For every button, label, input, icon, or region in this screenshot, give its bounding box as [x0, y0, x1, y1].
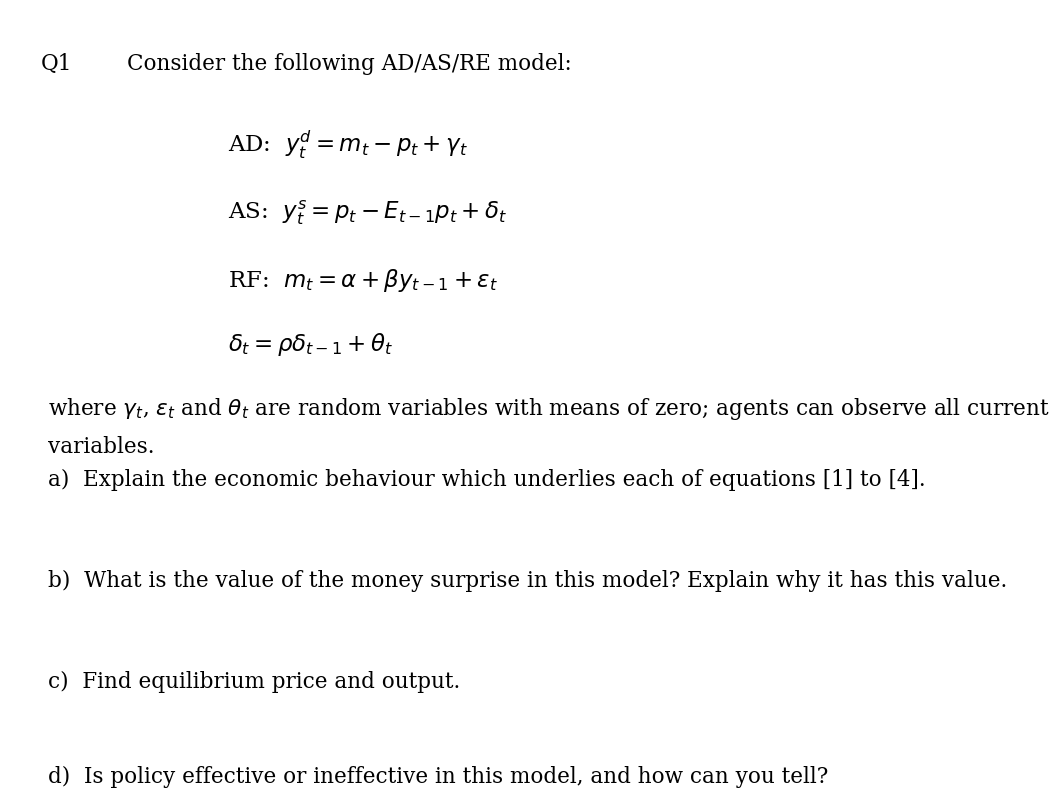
Text: Q1: Q1	[40, 53, 72, 74]
Text: d)  Is policy effective or ineffective in this model, and how can you tell?: d) Is policy effective or ineffective in…	[48, 766, 828, 788]
Text: RF:  $m_t = \alpha + \beta y_{t-1} + \varepsilon_t$: RF: $m_t = \alpha + \beta y_{t-1} + \var…	[228, 267, 498, 293]
Text: AS:  $y_t^s = p_t - E_{t-1}p_t + \delta_t$: AS: $y_t^s = p_t - E_{t-1}p_t + \delta_t…	[228, 198, 507, 227]
Text: AD:  $y_t^d = m_t - p_t + \gamma_t$: AD: $y_t^d = m_t - p_t + \gamma_t$	[228, 129, 467, 162]
Text: variables.: variables.	[48, 436, 154, 458]
Text: $\delta_t = \rho\delta_{t-1} + \theta_t$: $\delta_t = \rho\delta_{t-1} + \theta_t$	[228, 331, 393, 358]
Text: c)  Find equilibrium price and output.: c) Find equilibrium price and output.	[48, 671, 460, 692]
Text: where $\gamma_t$, $\varepsilon_t$ and $\theta_t$ are random variables with means: where $\gamma_t$, $\varepsilon_t$ and $\…	[48, 396, 1049, 422]
Text: a)  Explain the economic behaviour which underlies each of equations [1] to [4].: a) Explain the economic behaviour which …	[48, 469, 925, 490]
Text: Consider the following AD/AS/RE model:: Consider the following AD/AS/RE model:	[127, 53, 572, 74]
Text: b)  What is the value of the money surprise in this model? Explain why it has th: b) What is the value of the money surpri…	[48, 570, 1007, 591]
